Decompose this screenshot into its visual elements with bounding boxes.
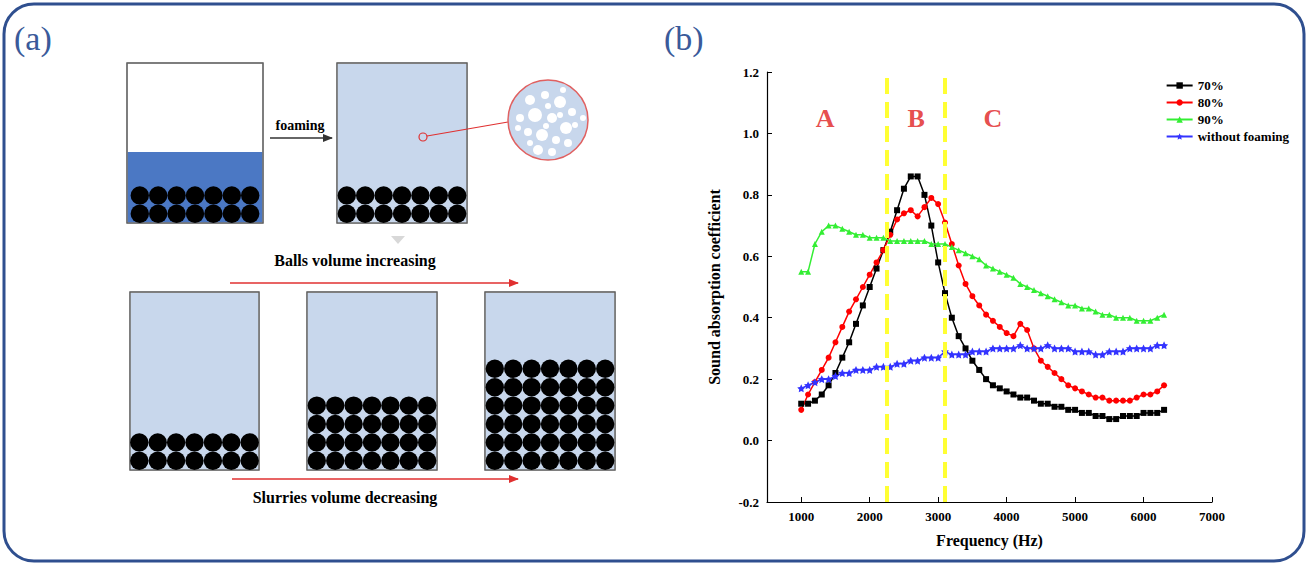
- svg-text:6000: 6000: [1131, 509, 1157, 524]
- svg-text:4000: 4000: [994, 509, 1020, 524]
- svg-text:A: A: [816, 104, 835, 133]
- svg-text:0.4: 0.4: [743, 310, 760, 325]
- svg-text:(b): (b): [664, 20, 704, 58]
- svg-text:Balls volume increasing: Balls volume increasing: [274, 252, 436, 270]
- svg-text:1.0: 1.0: [743, 126, 759, 141]
- svg-text:3000: 3000: [925, 509, 951, 524]
- svg-text:70%: 70%: [1198, 78, 1224, 93]
- svg-text:0.0: 0.0: [743, 433, 759, 448]
- svg-text:7000: 7000: [1199, 509, 1225, 524]
- svg-text:0.8: 0.8: [743, 187, 760, 202]
- svg-text:90%: 90%: [1198, 112, 1224, 127]
- svg-text:(a): (a): [14, 20, 52, 58]
- svg-text:Sound absorption coefficient: Sound absorption coefficient: [706, 189, 724, 385]
- svg-text:Slurries volume decreasing: Slurries volume decreasing: [253, 489, 438, 507]
- svg-text:5000: 5000: [1062, 509, 1088, 524]
- svg-text:without foaming: without foaming: [1198, 129, 1290, 144]
- svg-text:-0.2: -0.2: [738, 495, 759, 510]
- svg-text:B: B: [908, 104, 925, 133]
- svg-text:C: C: [984, 104, 1003, 133]
- svg-text:Frequency (Hz): Frequency (Hz): [936, 532, 1043, 550]
- svg-text:0.6: 0.6: [743, 249, 760, 264]
- svg-text:0.2: 0.2: [743, 372, 759, 387]
- svg-text:1000: 1000: [788, 509, 814, 524]
- svg-text:2000: 2000: [857, 509, 883, 524]
- svg-text:foaming: foaming: [276, 118, 325, 133]
- svg-text:1.2: 1.2: [743, 65, 759, 80]
- svg-text:80%: 80%: [1198, 95, 1224, 110]
